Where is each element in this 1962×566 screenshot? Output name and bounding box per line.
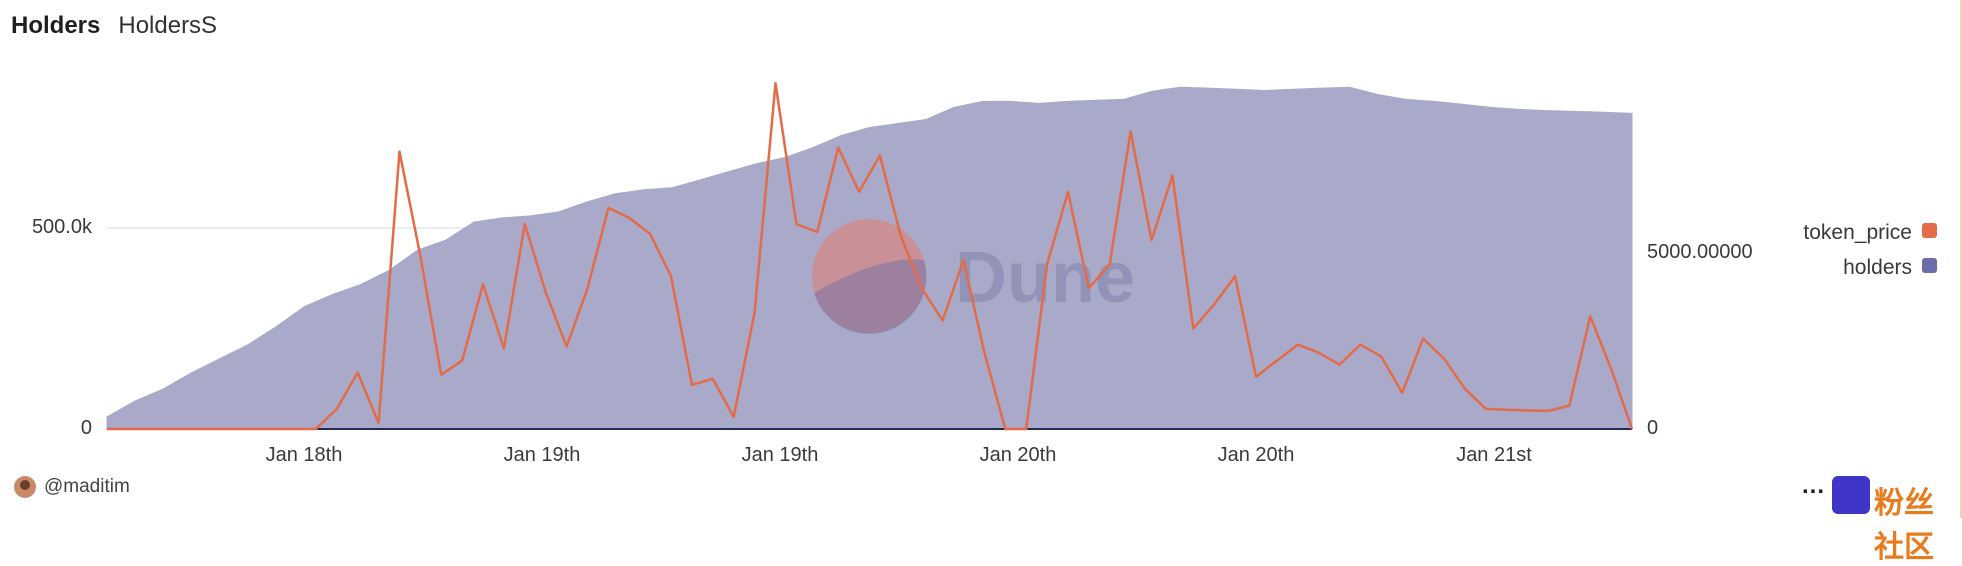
y-left-tick-500k: 500.0k	[32, 216, 93, 238]
legend: token_price holders	[1803, 221, 1937, 279]
legend-label-token-price: token_price	[1803, 221, 1912, 244]
author-link[interactable]: @maditim	[14, 476, 130, 498]
author-name: @maditim	[44, 476, 130, 497]
y-right-tick-0: 0	[1647, 417, 1658, 439]
legend-swatch-holders	[1922, 258, 1937, 273]
x-tick-label: Jan 18th	[266, 444, 343, 466]
watermark-logo-shade	[814, 259, 927, 334]
legend-swatch-token-price	[1922, 223, 1937, 238]
community-badge-text: 粉丝社区	[1874, 486, 1934, 565]
avatar	[14, 476, 36, 498]
x-tick-label: Jan 20th	[1218, 444, 1295, 466]
community-badge-icon	[1832, 476, 1870, 514]
tab-holderss[interactable]: HoldersS	[118, 12, 218, 39]
x-ticks: Jan 18th Jan 19th Jan 19th Jan 20th Jan 20th…	[266, 444, 1533, 466]
tab-holders[interactable]: Holders	[11, 12, 101, 39]
tab-bar: Holders HoldersS	[11, 12, 217, 40]
more-options-button[interactable]: ...	[1802, 472, 1826, 499]
x-tick-label: Jan 19th	[504, 444, 581, 466]
y-right-tick-5000: 5000.00000	[1647, 241, 1753, 263]
x-tick-label: Jan 21st	[1456, 444, 1532, 466]
x-tick-label: Jan 19th	[742, 444, 819, 466]
card-right-border	[1960, 0, 1962, 518]
legend-label-holders: holders	[1843, 256, 1912, 279]
x-tick-label: Jan 20th	[980, 444, 1057, 466]
y-left-tick-0: 0	[81, 417, 92, 439]
holders-chart: Dune 0 500.0k 0 5000.00000 Jan 18th Jan 1…	[32, 82, 1937, 466]
token-price-line	[107, 82, 1634, 431]
